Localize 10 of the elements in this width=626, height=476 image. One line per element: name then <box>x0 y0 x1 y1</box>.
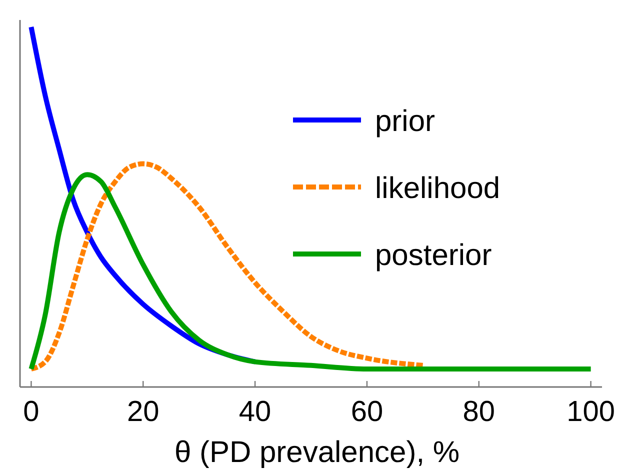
x-tick-label: 80 <box>462 396 496 428</box>
x-tick-label: 40 <box>238 396 272 428</box>
legend-label: prior <box>375 105 436 138</box>
x-tick-label: 60 <box>350 396 384 428</box>
x-tick-label: 0 <box>23 396 40 428</box>
x-axis-title: θ (PD prevalence), % <box>174 436 460 469</box>
legend-label: posterior <box>375 239 492 272</box>
x-tick-label: 100 <box>566 396 616 428</box>
x-tick-label: 20 <box>126 396 160 428</box>
legend-label: likelihood <box>375 172 500 205</box>
